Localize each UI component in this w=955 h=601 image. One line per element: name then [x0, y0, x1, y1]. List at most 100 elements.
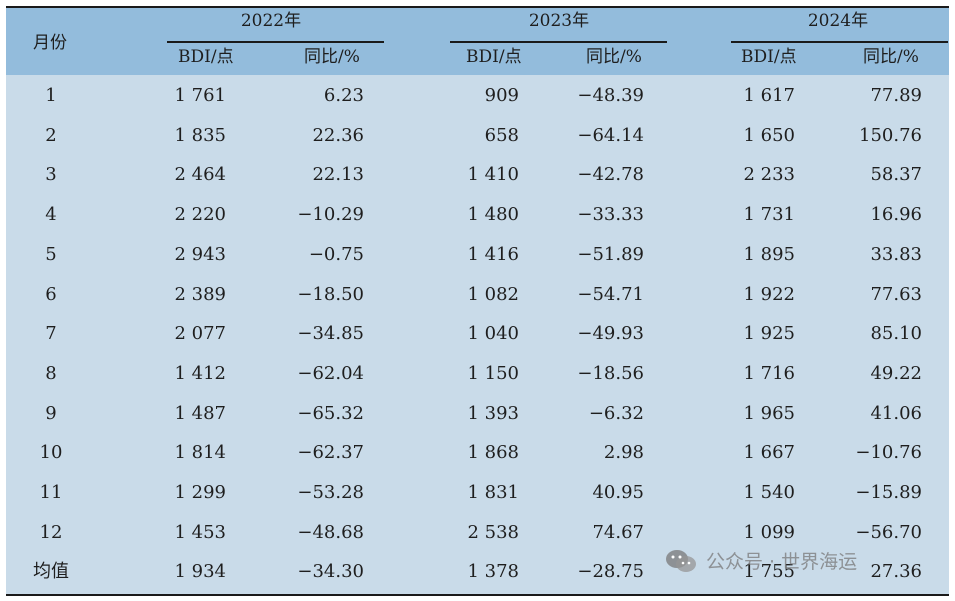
- cell-bdi-2023: 2 538: [467, 522, 519, 543]
- cell-bdi-2024: 1 667: [743, 442, 795, 463]
- cell-bdi-2023: 1 831: [467, 482, 519, 503]
- cell-yoy-2022: 22.13: [312, 164, 364, 185]
- cell-bdi-2022: 1 835: [174, 125, 226, 146]
- cell-bdi-2022: 1 487: [174, 403, 226, 424]
- header-bdi-2024: BDI/点: [741, 47, 797, 67]
- cell-bdi-2022: 1 412: [174, 363, 226, 384]
- header-bdi-2023: BDI/点: [466, 47, 522, 67]
- cell-month: 9: [45, 403, 57, 424]
- wechat-icon: [666, 549, 696, 572]
- cell-bdi-2024: 1 617: [743, 85, 795, 106]
- cell-yoy-2024: −56.70: [855, 522, 922, 543]
- cell-month: 5: [45, 244, 57, 265]
- cell-month: 2: [45, 125, 57, 146]
- table-header: 月份 2022年 2023年 2024年 BDI/点 同比/% BDI/点 同比…: [6, 8, 949, 75]
- cell-month: 8: [45, 363, 57, 384]
- cell-bdi-2023: 1 040: [467, 323, 519, 344]
- cell-yoy-2024: 27.36: [870, 561, 922, 582]
- header-year-2024: 2024年: [807, 11, 869, 31]
- year-2024-rule: [731, 41, 948, 43]
- header-bdi-2022: BDI/点: [178, 47, 234, 67]
- cell-yoy-2022: −18.50: [297, 284, 364, 305]
- watermark-text: 公众号 · 世界海运: [706, 551, 858, 573]
- cell-bdi-2023: 1 480: [467, 204, 519, 225]
- cell-yoy-2022: −53.28: [297, 482, 364, 503]
- cell-yoy-2023: −6.32: [588, 403, 644, 424]
- header-year-2023: 2023年: [528, 11, 590, 31]
- cell-bdi-2023: 1 378: [467, 561, 519, 582]
- cell-yoy-2022: −48.68: [297, 522, 364, 543]
- cell-month: 12: [39, 522, 63, 543]
- cell-month: 10: [39, 442, 63, 463]
- cell-yoy-2023: 74.67: [592, 522, 644, 543]
- cell-bdi-2023: 1 410: [467, 164, 519, 185]
- cell-bdi-2022: 1 814: [174, 442, 226, 463]
- cell-yoy-2024: 49.22: [870, 363, 922, 384]
- cell-yoy-2024: 77.89: [870, 85, 922, 106]
- cell-bdi-2023: 1 416: [467, 244, 519, 265]
- cell-yoy-2023: 40.95: [592, 482, 644, 503]
- cell-bdi-2023: 1 393: [467, 403, 519, 424]
- header-year-2022: 2022年: [240, 11, 302, 31]
- cell-month: 7: [45, 323, 57, 344]
- cell-yoy-2022: −62.04: [297, 363, 364, 384]
- cell-yoy-2023: −51.89: [577, 244, 644, 265]
- cell-bdi-2022: 1 299: [174, 482, 226, 503]
- cell-month: 3: [45, 164, 57, 185]
- cell-bdi-2023: 1 150: [467, 363, 519, 384]
- cell-bdi-2024: 1 540: [743, 482, 795, 503]
- cell-bdi-2024: 1 925: [743, 323, 795, 344]
- cell-month: 均值: [33, 561, 69, 582]
- cell-yoy-2023: 2.98: [603, 442, 644, 463]
- cell-bdi-2023: 909: [484, 85, 519, 106]
- cell-bdi-2024: 1 099: [743, 522, 795, 543]
- cell-bdi-2024: 2 233: [743, 164, 795, 185]
- cell-bdi-2022: 2 464: [174, 164, 226, 185]
- cell-bdi-2023: 658: [484, 125, 519, 146]
- year-2022-rule: [167, 41, 384, 43]
- cell-yoy-2022: −10.29: [297, 204, 364, 225]
- header-yoy-2022: 同比/%: [304, 47, 360, 67]
- cell-bdi-2022: 1 453: [174, 522, 226, 543]
- cell-yoy-2022: −65.32: [297, 403, 364, 424]
- cell-bdi-2024: 1 895: [743, 244, 795, 265]
- cell-bdi-2024: 1 922: [743, 284, 795, 305]
- cell-bdi-2022: 2 220: [174, 204, 226, 225]
- cell-yoy-2024: 150.76: [859, 125, 922, 146]
- year-2023-rule: [450, 41, 667, 43]
- cell-bdi-2024: 1 650: [743, 125, 795, 146]
- cell-yoy-2022: −62.37: [297, 442, 364, 463]
- cell-yoy-2022: −34.30: [297, 561, 364, 582]
- cell-bdi-2024: 1 755: [743, 561, 795, 582]
- header-month: 月份: [33, 33, 67, 53]
- cell-bdi-2023: 1 868: [467, 442, 519, 463]
- cell-yoy-2023: −54.71: [577, 284, 644, 305]
- cell-yoy-2023: −18.56: [577, 363, 644, 384]
- cell-yoy-2023: −48.39: [577, 85, 644, 106]
- cell-yoy-2024: −15.89: [855, 482, 922, 503]
- cell-yoy-2024: 77.63: [870, 284, 922, 305]
- cell-yoy-2022: −34.85: [297, 323, 364, 344]
- header-yoy-2023: 同比/%: [586, 47, 642, 67]
- cell-yoy-2024: 33.83: [870, 244, 922, 265]
- cell-yoy-2023: −49.93: [577, 323, 644, 344]
- cell-yoy-2024: −10.76: [855, 442, 922, 463]
- cell-yoy-2023: −33.33: [577, 204, 644, 225]
- cell-yoy-2023: −42.78: [577, 164, 644, 185]
- cell-month: 4: [45, 204, 57, 225]
- cell-month: 11: [39, 482, 63, 503]
- cell-yoy-2024: 16.96: [870, 204, 922, 225]
- cell-bdi-2022: 2 077: [174, 323, 226, 344]
- cell-bdi-2022: 2 389: [174, 284, 226, 305]
- cell-bdi-2024: 1 731: [743, 204, 795, 225]
- cell-month: 6: [45, 284, 57, 305]
- bdi-table: 月份 2022年 2023年 2024年 BDI/点 同比/% BDI/点 同比…: [6, 6, 949, 596]
- cell-yoy-2024: 58.37: [870, 164, 922, 185]
- cell-bdi-2024: 1 965: [743, 403, 795, 424]
- cell-bdi-2024: 1 716: [743, 363, 795, 384]
- cell-bdi-2022: 1 761: [174, 85, 226, 106]
- cell-yoy-2023: −64.14: [577, 125, 644, 146]
- cell-bdi-2022: 2 943: [174, 244, 226, 265]
- header-yoy-2024: 同比/%: [863, 47, 919, 67]
- cell-bdi-2022: 1 934: [174, 561, 226, 582]
